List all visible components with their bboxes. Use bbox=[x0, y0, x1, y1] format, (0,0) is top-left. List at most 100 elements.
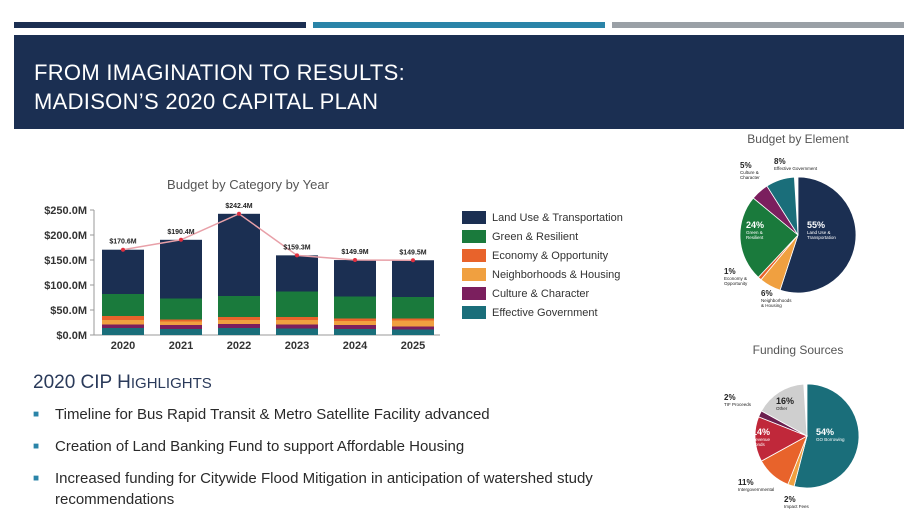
bar-segment bbox=[160, 321, 202, 325]
bar-segment bbox=[160, 298, 202, 320]
slice-percent-label: 24% bbox=[746, 220, 764, 230]
legend-swatch bbox=[462, 211, 486, 224]
legend-item: Culture & Character bbox=[462, 284, 623, 303]
accent-stripe-teal bbox=[313, 22, 605, 28]
slice-percent-label: 16% bbox=[776, 396, 794, 406]
bar-segment bbox=[334, 318, 376, 321]
bar-segment bbox=[102, 320, 144, 325]
legend-label: Effective Government bbox=[492, 306, 598, 319]
slice-name-label: Economy & bbox=[724, 276, 747, 281]
highlight-item: ■ Timeline for Bus Rapid Transit & Metro… bbox=[33, 404, 653, 425]
legend-label: Culture & Character bbox=[492, 287, 590, 300]
slice-name-label: Bonds bbox=[752, 442, 766, 447]
bar-segment bbox=[334, 296, 376, 319]
pie-slice bbox=[779, 176, 857, 294]
bar-segment bbox=[276, 255, 318, 292]
bar-segment bbox=[334, 325, 376, 329]
x-tick-label: 2024 bbox=[343, 340, 368, 352]
pie-title: Funding Sources bbox=[753, 343, 844, 357]
title-banner: FROM IMAGINATION TO RESULTS: MADISON’S 2… bbox=[14, 35, 904, 129]
slice-name-label: Green & bbox=[746, 230, 763, 235]
slice-percent-label: 11% bbox=[738, 478, 754, 487]
accent-stripe-navy bbox=[14, 22, 306, 28]
y-tick-label: $250.0M bbox=[44, 205, 87, 217]
bar-segment bbox=[218, 320, 260, 324]
y-tick-label: $0.0M bbox=[56, 330, 87, 342]
total-marker bbox=[121, 247, 125, 252]
budget-by-element-pie: Budget by Element 55%Land Use &Transporta… bbox=[724, 132, 857, 308]
total-marker bbox=[295, 253, 299, 258]
bar-segment bbox=[276, 320, 318, 325]
slice-name-label: & Housing bbox=[761, 303, 782, 308]
bar-segment bbox=[276, 291, 318, 317]
slice-name-label: GO Borrowing bbox=[816, 437, 845, 442]
slice-percent-label: 55% bbox=[807, 220, 825, 230]
pie-slice bbox=[766, 176, 799, 236]
bar-segment bbox=[218, 296, 260, 317]
bar-segment bbox=[102, 249, 144, 294]
bar-segment bbox=[392, 260, 434, 297]
bar-segment bbox=[218, 317, 260, 320]
x-tick-label: 2025 bbox=[401, 340, 425, 352]
pie-slice bbox=[739, 197, 799, 278]
x-tick-label: 2021 bbox=[169, 340, 193, 352]
legend-item: Effective Government bbox=[462, 303, 623, 322]
slice-name-label: Other bbox=[776, 406, 788, 411]
total-label: $170.6M bbox=[109, 239, 136, 246]
bar-segment bbox=[160, 325, 202, 329]
bar-segment bbox=[160, 239, 202, 299]
slide-title-line2: MADISON’S 2020 CAPITAL PLAN bbox=[34, 89, 379, 114]
slice-name-label: Neighborhoods bbox=[761, 298, 792, 303]
legend-label: Green & Resilient bbox=[492, 230, 579, 243]
bar-segment bbox=[392, 318, 434, 321]
highlight-text: Increased funding for Citywide Flood Mit… bbox=[55, 470, 593, 508]
legend-swatch bbox=[462, 268, 486, 281]
bar-chart-legend: Land Use & Transportation Green & Resilie… bbox=[462, 208, 623, 322]
slice-name-label: Transportation bbox=[807, 235, 836, 240]
slice-name-label: Land Use & bbox=[807, 230, 831, 235]
y-tick-label: $200.0M bbox=[44, 230, 87, 242]
highlight-text: Timeline for Bus Rapid Transit & Metro S… bbox=[55, 406, 490, 423]
slice-name-label: Revenue bbox=[752, 437, 771, 442]
total-marker bbox=[179, 237, 183, 242]
slice-name-label: Intergovernmental bbox=[738, 487, 774, 492]
total-marker bbox=[411, 258, 415, 263]
legend-item: Green & Resilient bbox=[462, 227, 623, 246]
x-tick-label: 2023 bbox=[285, 340, 309, 352]
bar-segment bbox=[392, 326, 434, 330]
slice-name-label: Effective Government bbox=[774, 166, 818, 171]
bar-segment bbox=[160, 319, 202, 322]
bar-segment bbox=[392, 320, 434, 327]
legend-swatch bbox=[462, 249, 486, 262]
slice-percent-label: 14% bbox=[752, 427, 770, 437]
highlight-text: Creation of Land Banking Fund to support… bbox=[55, 438, 465, 455]
legend-label: Neighborhoods & Housing bbox=[492, 268, 621, 281]
slice-name-label: Culture & bbox=[740, 170, 759, 175]
total-label: $149.9M bbox=[341, 249, 368, 256]
bar-segment bbox=[276, 328, 318, 335]
bar-segment bbox=[102, 294, 144, 316]
slice-percent-label: 54% bbox=[816, 427, 834, 437]
bar-segment bbox=[218, 213, 260, 296]
bar-segment bbox=[160, 329, 202, 335]
bar-segment bbox=[102, 324, 144, 328]
y-tick-label: $150.0M bbox=[44, 255, 87, 267]
legend-swatch bbox=[462, 306, 486, 319]
total-marker bbox=[353, 258, 357, 263]
y-tick-label: $100.0M bbox=[44, 280, 87, 292]
x-tick-label: 2020 bbox=[111, 340, 135, 352]
legend-swatch bbox=[462, 230, 486, 243]
slice-name-label: Resilient bbox=[746, 235, 764, 240]
pie-title: Budget by Element bbox=[747, 132, 849, 146]
slice-name-label: Character bbox=[740, 175, 760, 180]
legend-swatch bbox=[462, 287, 486, 300]
bar-segment bbox=[334, 321, 376, 325]
total-label: $242.4M bbox=[225, 203, 252, 210]
legend-item: Neighborhoods & Housing bbox=[462, 265, 623, 284]
legend-label: Land Use & Transportation bbox=[492, 211, 623, 224]
x-tick-label: 2022 bbox=[227, 340, 251, 352]
slice-percent-label: 8% bbox=[774, 157, 786, 166]
bar-segment bbox=[276, 324, 318, 329]
legend-item: Economy & Opportunity bbox=[462, 246, 623, 265]
